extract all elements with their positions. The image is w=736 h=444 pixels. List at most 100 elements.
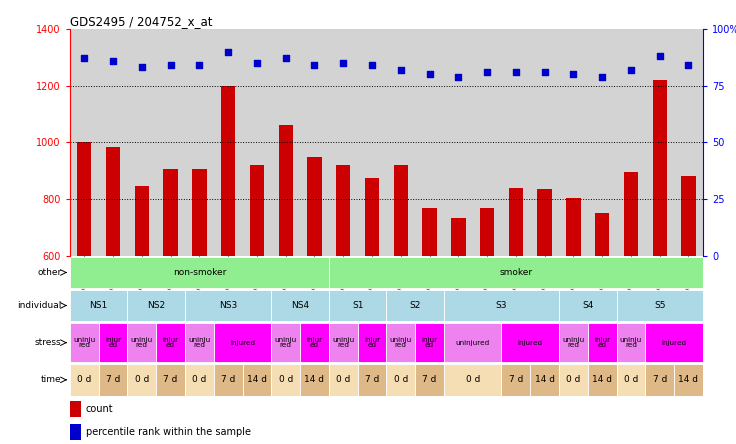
Bar [559, 323, 588, 362]
Text: 14 d: 14 d [247, 375, 267, 385]
Bar [77, 143, 91, 256]
Point [510, 68, 522, 75]
Text: 14 d: 14 d [679, 375, 698, 385]
Bar [422, 208, 436, 256]
Bar [682, 176, 696, 256]
Bar [308, 157, 322, 256]
Text: uninju
red: uninju red [562, 337, 584, 349]
Bar [595, 214, 609, 256]
Bar [645, 323, 703, 362]
Bar [329, 323, 358, 362]
Point [308, 62, 320, 69]
Bar [501, 364, 530, 396]
Bar [365, 178, 379, 256]
Bar [588, 364, 617, 396]
Text: 0 d: 0 d [336, 375, 350, 385]
Bar [329, 257, 703, 288]
Text: 7 d: 7 d [221, 375, 236, 385]
Text: injur
ed: injur ed [364, 337, 380, 349]
Bar [559, 289, 617, 321]
Point [165, 62, 177, 69]
Bar [386, 364, 415, 396]
Point [194, 62, 205, 69]
Bar [99, 364, 127, 396]
Text: NS2: NS2 [147, 301, 166, 310]
Text: time: time [40, 375, 61, 385]
Text: injur
ed: injur ed [594, 337, 610, 349]
Bar [386, 323, 415, 362]
Bar [106, 147, 120, 256]
Bar [559, 364, 588, 396]
Bar [329, 364, 358, 396]
Text: other: other [37, 268, 61, 277]
Bar [358, 364, 386, 396]
Bar [135, 186, 149, 256]
Text: 7 d: 7 d [422, 375, 436, 385]
Point [337, 59, 349, 67]
Text: injur
ed: injur ed [306, 337, 322, 349]
Bar [70, 364, 99, 396]
Text: 0 d: 0 d [135, 375, 149, 385]
Bar [192, 169, 207, 256]
Bar [70, 401, 81, 417]
Bar [99, 323, 127, 362]
Bar [329, 289, 386, 321]
Bar [617, 364, 645, 396]
Point [251, 59, 263, 67]
Text: uninju
red: uninju red [275, 337, 297, 349]
Bar [213, 364, 243, 396]
Bar [386, 289, 444, 321]
Text: uninju
red: uninju red [620, 337, 642, 349]
Point [625, 66, 637, 73]
Text: 14 d: 14 d [592, 375, 612, 385]
Bar [444, 364, 501, 396]
Text: 0 d: 0 d [192, 375, 207, 385]
Bar [213, 323, 272, 362]
Bar [509, 188, 523, 256]
Text: injur
ed: injur ed [105, 337, 121, 349]
Bar [163, 169, 178, 256]
Text: non-smoker: non-smoker [173, 268, 226, 277]
Text: uninju
red: uninju red [389, 337, 412, 349]
Point [481, 68, 493, 75]
Bar [394, 165, 408, 256]
Bar [645, 364, 674, 396]
Text: uninjured: uninjured [456, 340, 490, 346]
Text: S5: S5 [654, 301, 665, 310]
Bar [537, 189, 552, 256]
Text: injured: injured [230, 340, 255, 346]
Point [682, 62, 694, 69]
Bar [530, 364, 559, 396]
Bar [70, 289, 127, 321]
Point [280, 55, 291, 62]
Bar [480, 208, 495, 256]
Bar [272, 323, 300, 362]
Bar [623, 172, 638, 256]
Text: 0 d: 0 d [624, 375, 638, 385]
Bar [70, 323, 99, 362]
Text: S1: S1 [352, 301, 364, 310]
Text: 0 d: 0 d [566, 375, 581, 385]
Bar [70, 257, 329, 288]
Bar [185, 364, 213, 396]
Text: 0 d: 0 d [77, 375, 91, 385]
Text: S4: S4 [582, 301, 593, 310]
Bar [300, 364, 329, 396]
Text: uninju
red: uninju red [332, 337, 354, 349]
Bar [674, 364, 703, 396]
Point [424, 71, 436, 78]
Bar [272, 364, 300, 396]
Text: uninju
red: uninju red [188, 337, 210, 349]
Bar [250, 165, 264, 256]
Text: smoker: smoker [499, 268, 532, 277]
Text: NS1: NS1 [90, 301, 107, 310]
Bar [156, 323, 185, 362]
Bar [444, 289, 559, 321]
Text: stress: stress [35, 338, 61, 347]
Point [79, 55, 91, 62]
Text: percentile rank within the sample: percentile rank within the sample [85, 427, 251, 437]
Text: S2: S2 [409, 301, 421, 310]
Bar [415, 364, 444, 396]
Bar [127, 323, 156, 362]
Text: 0 d: 0 d [278, 375, 293, 385]
